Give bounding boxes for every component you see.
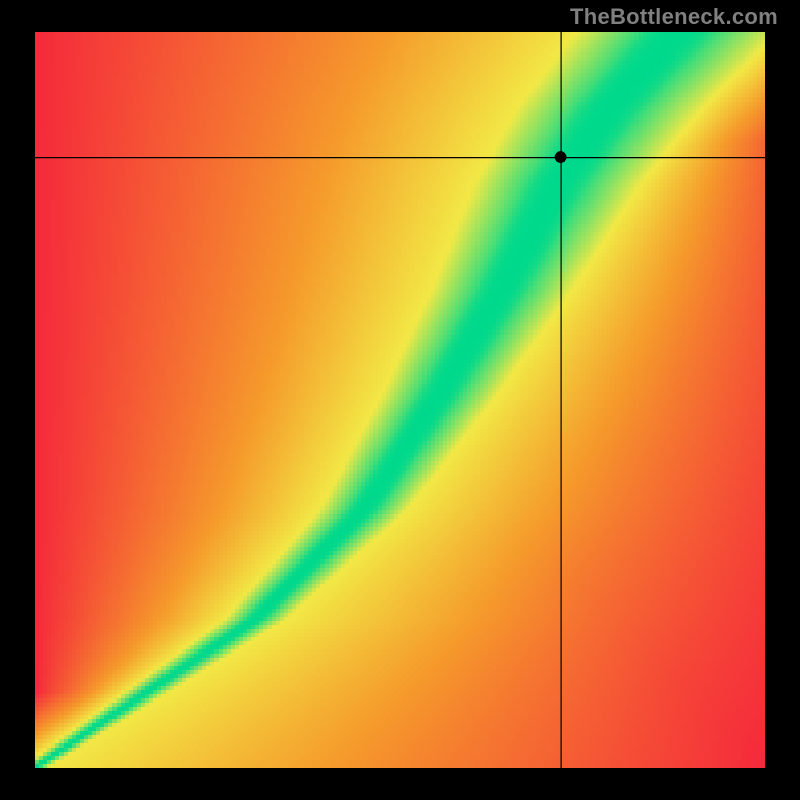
watermark-text: TheBottleneck.com xyxy=(570,4,778,30)
heatmap-plot xyxy=(35,32,765,768)
heatmap-canvas xyxy=(35,32,765,768)
